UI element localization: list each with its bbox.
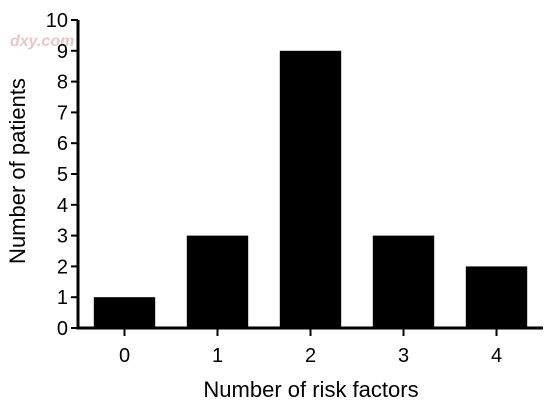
y-tick-label: 5 bbox=[57, 164, 68, 186]
bar-2 bbox=[279, 50, 342, 329]
bar-1 bbox=[186, 235, 249, 328]
y-tick-label: 1 bbox=[57, 287, 68, 309]
x-tick-label: 2 bbox=[305, 345, 316, 367]
y-axis-title: Number of patients bbox=[5, 78, 30, 264]
y-tick-label: 2 bbox=[57, 256, 68, 278]
watermark-text: dxy.com bbox=[10, 33, 74, 50]
x-axis-title: Number of risk factors bbox=[203, 377, 418, 402]
y-tick-label: 0 bbox=[57, 318, 68, 340]
y-axis-ticks: 0 1 2 3 4 5 6 7 8 9 10 bbox=[46, 10, 78, 340]
bars-group bbox=[93, 50, 528, 329]
y-tick-label: 3 bbox=[57, 226, 68, 248]
x-axis-ticks: 0 1 2 3 4 bbox=[119, 328, 502, 367]
y-tick-label: 7 bbox=[57, 102, 68, 124]
y-tick-label: 9 bbox=[57, 41, 68, 63]
x-tick-label: 3 bbox=[398, 345, 409, 367]
bar-3 bbox=[372, 235, 435, 328]
y-tick-label: 6 bbox=[57, 133, 68, 155]
y-tick-label: 4 bbox=[57, 195, 68, 217]
x-tick-label: 0 bbox=[119, 345, 130, 367]
x-tick-label: 1 bbox=[212, 345, 223, 367]
y-tick-label: 10 bbox=[46, 10, 68, 32]
bar-4 bbox=[465, 266, 528, 328]
y-tick-label: 8 bbox=[57, 72, 68, 94]
bar-0 bbox=[93, 297, 156, 328]
x-tick-label: 4 bbox=[491, 345, 502, 367]
